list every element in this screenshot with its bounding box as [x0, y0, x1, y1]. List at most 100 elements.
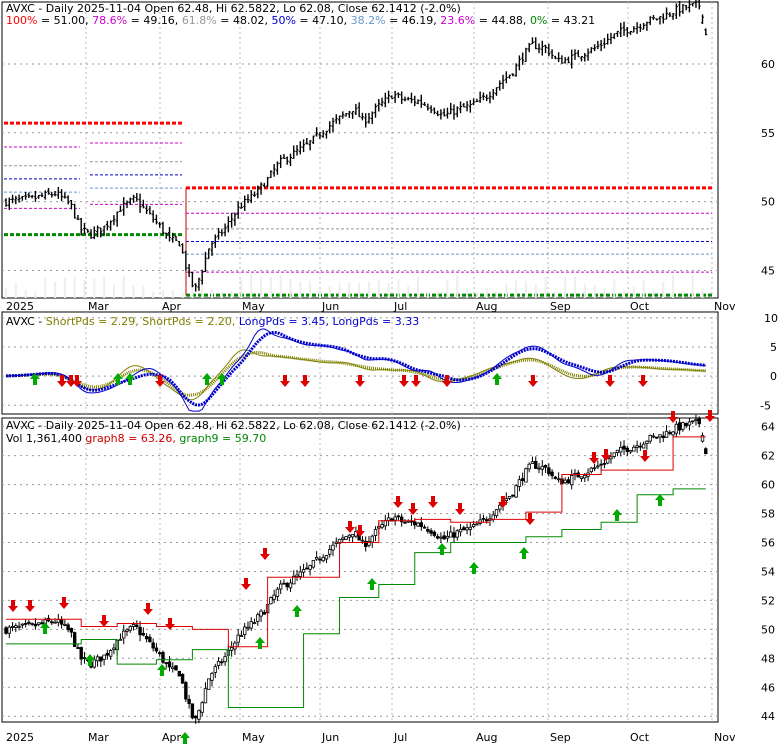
fib-legend-label: 0%: [530, 14, 547, 27]
candle-body: [370, 535, 374, 543]
volume-bar: [201, 279, 204, 298]
trend-legend: Vol 1,361,400 graph8 = 63.26, graph9 = 5…: [6, 432, 266, 445]
volume-bar: [466, 288, 469, 298]
volume-bar: [250, 274, 253, 298]
osc-sell-arrow: [399, 375, 409, 387]
price-x-tick-label: Oct: [630, 300, 650, 313]
candle-body: [478, 519, 482, 524]
volume-bar: [279, 274, 282, 298]
candle-body: [72, 632, 77, 647]
price-x-tick-label: 2025: [6, 300, 34, 313]
candle-body: [262, 611, 267, 615]
oscillator-panel: 10 5 0 -5: [1, 311, 778, 415]
candle-body: [373, 529, 378, 536]
candle-body: [233, 642, 237, 650]
price-panel: 45 50 55 60 AVXC - Daily 2025-11-04 Open 62.…: [1, 0, 775, 313]
candle-body: [367, 540, 371, 546]
candle-body: [704, 448, 708, 455]
candle-body: [10, 626, 15, 628]
volume-bar: [318, 290, 321, 298]
trend-sell-arrow: [525, 513, 535, 525]
candle-body: [491, 514, 495, 520]
oscillator-legend: AVXC - ShortPds = 2.29, ShortPds = 2.20,…: [6, 315, 419, 328]
candle-body: [422, 526, 427, 529]
price-x-tick-label: Aug: [476, 300, 497, 313]
volume-bar: [701, 287, 704, 298]
volume-bar: [603, 288, 606, 298]
trend-sell-arrow: [59, 597, 69, 609]
candle-body: [79, 647, 83, 660]
volume-bar: [73, 276, 76, 298]
candle-body: [543, 465, 548, 468]
fib-legend-label: 78.6%: [92, 14, 127, 27]
trend-y-tick-label: 60: [761, 479, 775, 492]
volume-bar: [377, 280, 380, 298]
candle-body: [520, 478, 525, 481]
volume-bar: [54, 281, 57, 298]
fib-legend-value: = 46.19,: [386, 14, 441, 27]
graph9-line: [6, 488, 706, 709]
trend-panel-title: AVXC - Daily 2025-11-04 Open 62.48, Hi 6…: [6, 419, 461, 432]
candle-body: [171, 666, 175, 670]
osc-buy-arrow: [217, 373, 227, 385]
candle-body: [530, 461, 535, 464]
candle-body: [190, 703, 195, 719]
volume-bar: [112, 285, 115, 298]
candle-body: [416, 522, 420, 527]
candle-body: [602, 462, 607, 465]
candle-body: [494, 509, 499, 517]
osc-y-tick-label: -5: [760, 399, 771, 412]
candle-body: [200, 702, 204, 713]
trend-sell-arrow: [705, 410, 715, 422]
candle-body: [432, 531, 437, 536]
candle-body: [615, 449, 620, 454]
oscillator-legend-item: ShortPds = 2.20,: [142, 315, 239, 328]
candle-body: [50, 621, 54, 624]
volume-bar: [642, 280, 645, 298]
candle-body: [671, 431, 675, 436]
volume-bar: [63, 277, 66, 298]
candle-body: [135, 624, 139, 628]
candle-body: [27, 621, 31, 624]
trend-sell-arrow: [345, 521, 355, 533]
trend-panel: 44 46 48 50 52 54 56 58 60 62 64 AVXC - Daily 2025-…: [1, 410, 775, 744]
candle-body: [197, 710, 201, 720]
volume-bar: [191, 281, 194, 298]
price-y-tick-label: 45: [761, 264, 775, 277]
osc-sell-arrow: [355, 375, 365, 387]
fib-legend-label: 38.2%: [351, 14, 386, 27]
osc-sell-arrow: [638, 375, 648, 387]
candle-body: [141, 632, 146, 636]
trend-sell-arrow: [589, 452, 599, 464]
volume-bar: [407, 285, 410, 298]
volume-bar: [211, 288, 214, 298]
candle-body: [331, 544, 335, 551]
trend-x-tick-label: Apr: [162, 731, 182, 744]
candle-body: [645, 440, 649, 444]
candle-body: [275, 588, 280, 597]
trend-x-tick-label: Mar: [88, 731, 109, 744]
candle-body: [128, 626, 132, 631]
candle-body: [216, 661, 221, 667]
trend-panel-frame: [1, 417, 719, 723]
trend-x-tick-label: Aug: [476, 731, 497, 744]
price-y-tick-label: 55: [761, 127, 775, 140]
candle-body: [177, 670, 182, 677]
candle-body: [259, 610, 263, 617]
volume-bar: [103, 276, 106, 298]
candle-body: [344, 536, 348, 540]
price-y-tick-label: 60: [761, 58, 775, 71]
candle-body: [220, 661, 224, 664]
candle-body: [95, 656, 100, 662]
candle-body: [252, 622, 257, 624]
candle-body: [298, 571, 302, 577]
candle-body: [655, 436, 659, 439]
price-panel-title: AVXC - Daily 2025-11-04 Open 62.48, Hi 6…: [6, 2, 461, 15]
trend-buy-arrow: [157, 664, 167, 676]
candle-body: [471, 524, 476, 527]
price-x-tick-label: Sep: [550, 300, 571, 313]
osc-y-tick-label: 5: [770, 341, 777, 354]
candle-body: [556, 478, 561, 481]
candle-body: [393, 516, 397, 521]
candle-body: [82, 657, 87, 659]
